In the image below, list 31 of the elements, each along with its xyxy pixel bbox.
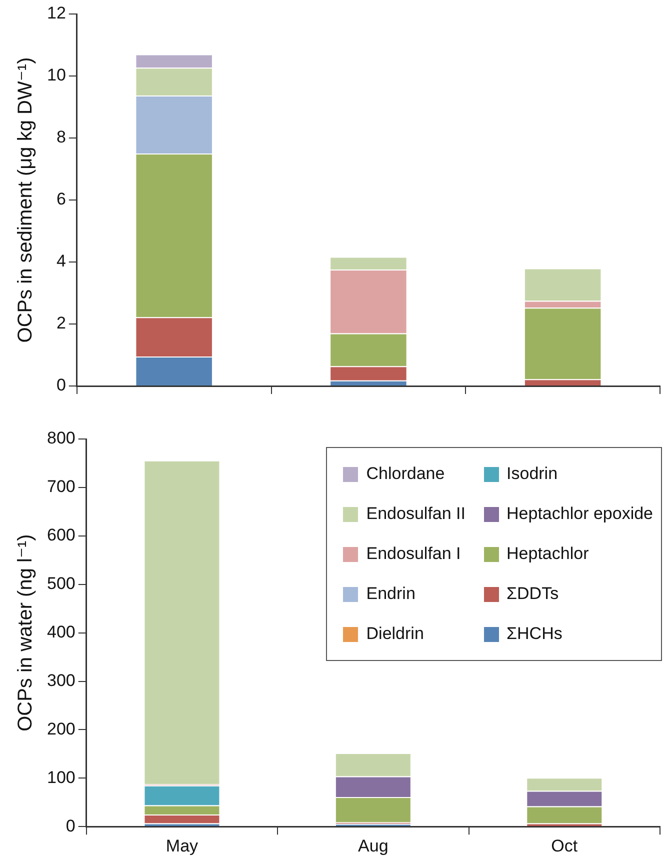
- y-tick-label: 700: [46, 477, 76, 496]
- y-tick-label: 8: [56, 128, 66, 147]
- y-tick-label: 300: [46, 670, 76, 690]
- x-tick-label: May: [166, 836, 199, 856]
- x-tick-label: Aug: [358, 836, 388, 856]
- legend-label: ΣDDTs: [506, 584, 559, 604]
- legend-label: Endosulfan I: [366, 544, 461, 564]
- y-tick-label: 12: [46, 4, 66, 23]
- y-axis-title: OCPs in sediment (μg kg DW⁻¹): [14, 57, 37, 343]
- legend-label: Dieldrin: [366, 624, 424, 644]
- legend-label: Isodrin: [506, 464, 558, 484]
- y-tick-label: 2: [56, 314, 66, 333]
- legend-label: Heptachlor epoxide: [506, 504, 653, 524]
- y-tick-label: 600: [46, 526, 76, 545]
- y-tick-label: 200: [46, 719, 76, 738]
- y-tick-label: 0: [56, 376, 66, 395]
- legend-label: Chlordane: [366, 464, 445, 484]
- y-tick-label: 10: [46, 66, 66, 85]
- y-tick-label: 4: [56, 252, 66, 271]
- y-tick-label: 100: [46, 768, 76, 787]
- x-tick-label: Oct: [551, 836, 578, 856]
- y-tick-label: 800: [46, 428, 76, 448]
- y-tick-label: 400: [46, 622, 76, 642]
- legend-label: Endrin: [366, 584, 416, 604]
- legend-label: ΣHCHs: [506, 624, 562, 644]
- legend-label: Heptachlor: [506, 544, 589, 564]
- y-tick-label: 0: [66, 816, 76, 836]
- y-axis-title: OCPs in water (ng l⁻¹): [14, 534, 37, 732]
- y-tick-label: 6: [56, 190, 66, 209]
- legend-label: Endosulfan II: [366, 504, 466, 524]
- y-tick-label: 500: [46, 574, 76, 594]
